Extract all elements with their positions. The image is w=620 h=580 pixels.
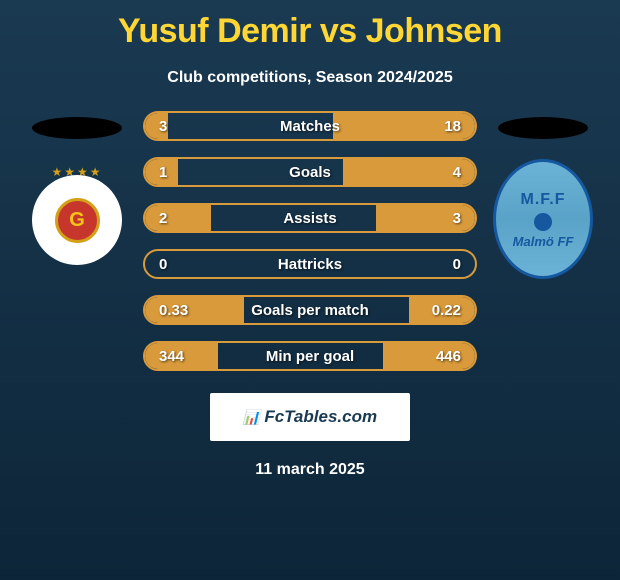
left-team-badge: ★★★★ G	[27, 165, 127, 265]
chart-icon: 📊	[243, 409, 260, 426]
brand-badge[interactable]: 📊 FcTables.com	[210, 393, 410, 441]
stat-value-right: 0	[453, 256, 461, 273]
stat-value-right: 4	[453, 164, 461, 181]
badge-letters: M.F.F	[521, 191, 566, 209]
stat-label: Goals	[145, 164, 475, 181]
stat-label: Hattricks	[145, 256, 475, 273]
stat-row-min-per-goal: 344 Min per goal 446	[143, 341, 477, 371]
stat-value-right: 3	[453, 210, 461, 227]
stat-label: Min per goal	[145, 348, 475, 365]
left-column: ★★★★ G	[17, 111, 137, 265]
right-team-badge: M.F.F Malmö FF	[493, 159, 593, 279]
stat-value-right: 0.22	[432, 302, 461, 319]
badge-circle: M.F.F Malmö FF	[493, 159, 593, 279]
date-text: 11 march 2025	[0, 461, 620, 479]
left-shadow-ellipse	[32, 117, 122, 139]
stat-row-matches: 3 Matches 18	[143, 111, 477, 141]
subtitle: Club competitions, Season 2024/2025	[0, 69, 620, 87]
badge-inner: G	[55, 198, 100, 243]
brand-text: 📊 FcTables.com	[243, 407, 377, 427]
brand-label: FcTables.com	[264, 407, 377, 427]
ball-icon	[534, 213, 552, 231]
stat-label: Matches	[145, 118, 475, 135]
right-column: M.F.F Malmö FF	[483, 111, 603, 279]
stat-label: Goals per match	[145, 302, 475, 319]
stats-column: 3 Matches 18 1 Goals 4 2 Assists 3 0 Hat…	[137, 111, 483, 387]
stat-value-right: 18	[444, 118, 461, 135]
stat-row-goals-per-match: 0.33 Goals per match 0.22	[143, 295, 477, 325]
stat-value-right: 446	[436, 348, 461, 365]
badge-text: Malmö FF	[513, 235, 574, 248]
stat-row-assists: 2 Assists 3	[143, 203, 477, 233]
stat-label: Assists	[145, 210, 475, 227]
stat-row-hattricks: 0 Hattricks 0	[143, 249, 477, 279]
right-shadow-ellipse	[498, 117, 588, 139]
stat-row-goals: 1 Goals 4	[143, 157, 477, 187]
comparison-container: ★★★★ G 3 Matches 18 1 Goals 4 2 Assists …	[0, 111, 620, 387]
page-title: Yusuf Demir vs Johnsen	[0, 0, 620, 51]
badge-circle: G	[32, 175, 122, 265]
